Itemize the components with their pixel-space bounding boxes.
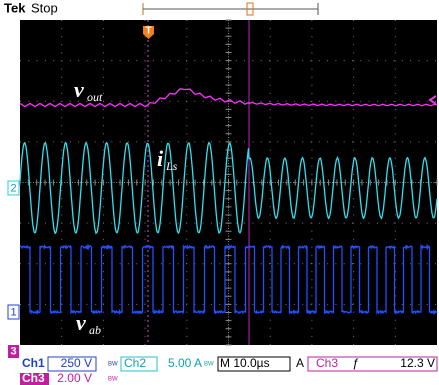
channel-marker: 3 [10,345,16,357]
ch3-bw: BW [108,377,118,383]
timebase: M 10.0µs [220,356,270,370]
brand: Tek [4,0,26,15]
channel-marker: 2 [10,182,16,194]
oscilloscope-screen: Tek Stop T v out i Ls v ab 2 1 3 Ch1 250… [0,0,439,385]
trace-label-sub: ab [89,323,101,337]
ch1-bw: BW [108,362,118,368]
ch1-label: Ch1 [22,356,45,370]
trigger-slope: ƒ [352,356,359,370]
ch2-scale: 5.00 A [168,356,202,370]
run-status: Stop [31,0,58,15]
trigger-level: 12.3 V [400,356,435,370]
ch1-scale: 250 V [61,356,92,370]
ch3-scale: 2.00 V [57,371,92,385]
ch2-label: Ch2 [124,356,146,370]
trigger-source: Ch3 [316,356,338,370]
trace-label: i [157,146,164,171]
ch2-bw: BW [204,362,214,368]
trace-label: v [74,77,84,102]
trace-label-sub: Ls [165,159,178,173]
trigger-marker: T [145,26,151,37]
trigger-mode: A [296,356,304,370]
trace-label: v [76,310,86,335]
ch3-label: Ch3 [22,371,45,385]
trace-label-sub: out [87,90,103,104]
channel-marker: 1 [10,306,16,318]
